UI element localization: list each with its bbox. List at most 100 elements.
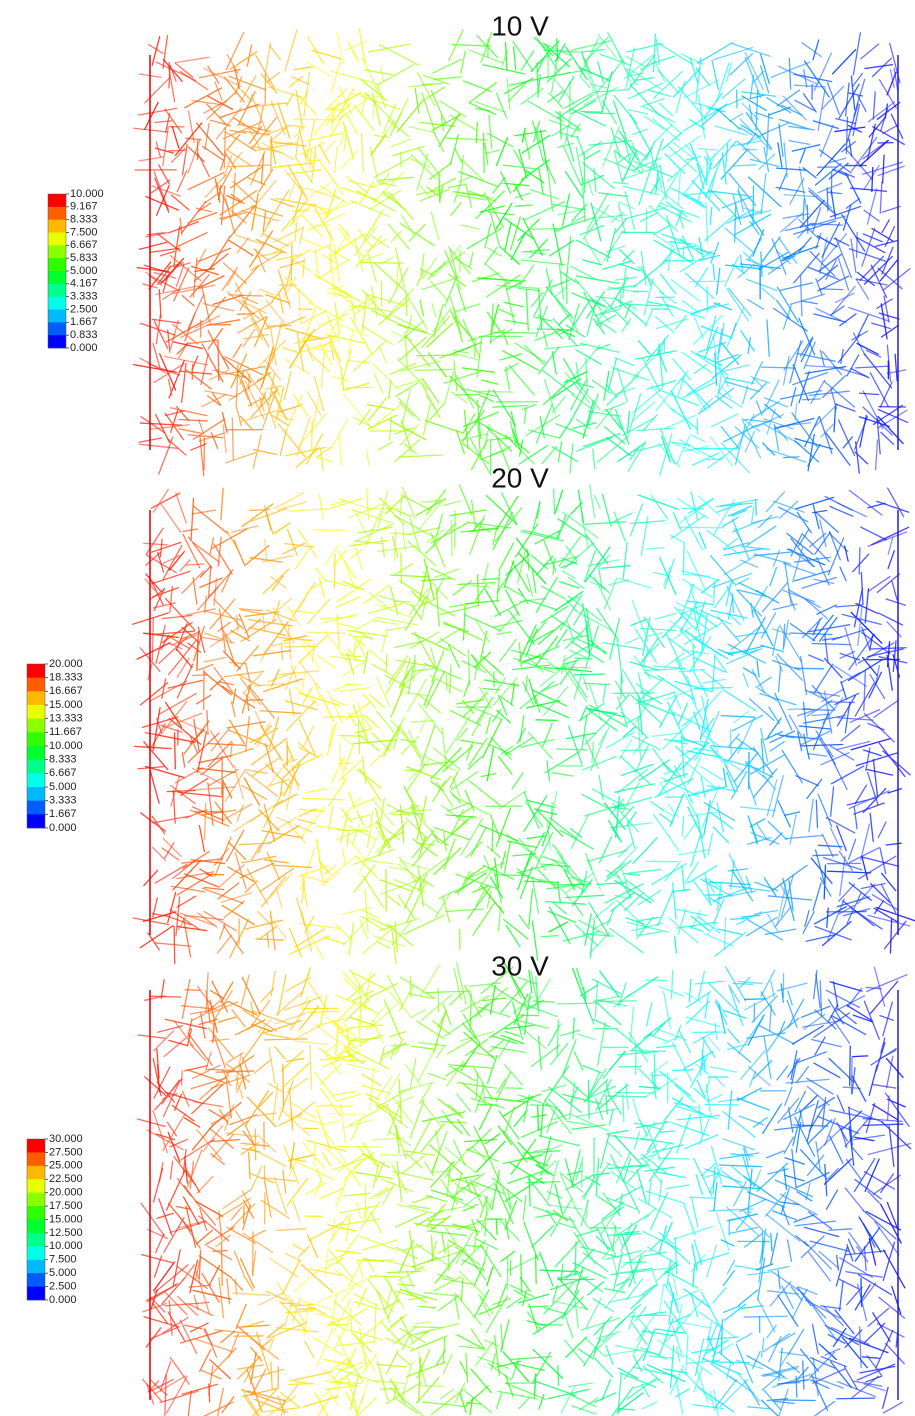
fiber: [293, 66, 314, 71]
fiber: [661, 390, 700, 407]
fiber: [854, 1178, 882, 1200]
fiber: [847, 92, 864, 97]
fiber: [870, 264, 888, 298]
fiber: [818, 1343, 837, 1361]
fiber: [850, 738, 891, 751]
fiber: [574, 278, 603, 312]
fiber: [492, 404, 528, 408]
fiber: [773, 1399, 816, 1402]
fiber: [616, 768, 648, 794]
fiber: [882, 1241, 896, 1282]
fiber: [235, 364, 239, 408]
fiber: [333, 243, 340, 283]
fiber: [795, 1121, 802, 1153]
fiber: [539, 1153, 553, 1176]
fiber: [191, 806, 225, 822]
fiber: [593, 1356, 613, 1378]
fiber: [420, 252, 425, 276]
fiber: [614, 297, 647, 326]
fiber: [496, 709, 512, 724]
fiber: [358, 1327, 368, 1367]
fiber: [779, 238, 798, 264]
fiber: [406, 764, 426, 792]
fiber: [306, 876, 329, 884]
fiber: [591, 379, 612, 395]
fiber: [700, 325, 733, 339]
fiber: [203, 802, 207, 841]
fiber: [869, 674, 886, 700]
fiber: [767, 1265, 790, 1272]
fiber: [306, 36, 325, 65]
fiber: [406, 526, 441, 536]
fiber: [382, 1182, 396, 1205]
fiber: [164, 1018, 207, 1030]
fiber: [439, 100, 467, 118]
fiber: [270, 388, 283, 415]
fiber: [356, 1202, 362, 1219]
fiber: [880, 1037, 886, 1054]
fiber: [394, 378, 423, 389]
fiber: [346, 359, 370, 364]
fiber: [240, 1141, 260, 1156]
fiber: [694, 638, 729, 660]
fiber: [209, 1038, 230, 1042]
fiber: [583, 997, 595, 1025]
fiber: [871, 894, 899, 911]
fiber: [581, 49, 605, 53]
fiber: [760, 1399, 780, 1416]
fiber: [463, 1031, 496, 1060]
fiber: [469, 705, 503, 720]
fiber: [704, 873, 712, 907]
fiber: [645, 1002, 653, 1027]
fiber: [784, 223, 816, 232]
fiber: [223, 670, 265, 678]
fiber: [811, 642, 851, 646]
fiber: [823, 1305, 845, 1327]
fiber: [223, 126, 227, 170]
fiber: [829, 786, 835, 817]
fiber: [169, 1220, 208, 1234]
fiber: [328, 1214, 349, 1244]
fiber: [142, 911, 177, 923]
fiber: [537, 1035, 542, 1070]
colorbar-band: [48, 219, 66, 233]
fiber: [200, 1011, 206, 1039]
fiber: [348, 922, 355, 956]
fiber: [764, 403, 782, 419]
fiber: [750, 400, 780, 420]
fiber: [368, 982, 399, 999]
fiber: [570, 378, 588, 411]
fiber: [760, 727, 769, 763]
fiber: [358, 27, 366, 66]
fiber: [269, 778, 290, 787]
fiber: [782, 589, 816, 603]
fiber: [486, 132, 514, 148]
fiber: [712, 886, 750, 902]
fiber-network: [133, 27, 911, 477]
fiber: [571, 108, 606, 127]
fiber: [726, 771, 736, 793]
fiber: [625, 1278, 644, 1301]
fiber: [192, 576, 198, 605]
fiber: [816, 143, 846, 177]
fiber: [184, 1324, 203, 1330]
fiber: [456, 699, 485, 705]
fiber: [717, 928, 742, 935]
fiber: [517, 550, 526, 584]
fiber: [461, 442, 490, 465]
fiber: [302, 1141, 325, 1169]
fiber: [336, 31, 344, 63]
fiber: [683, 622, 722, 645]
fiber: [624, 1224, 638, 1245]
fiber: [881, 872, 897, 892]
fiber: [285, 1098, 317, 1119]
fiber: [371, 235, 390, 249]
fiber: [848, 306, 890, 322]
fiber: [213, 577, 218, 607]
fiber: [656, 890, 674, 927]
fiber: [360, 93, 367, 117]
fiber: [482, 655, 504, 676]
fiber: [285, 93, 295, 107]
fiber: [823, 856, 863, 871]
fiber: [740, 124, 762, 139]
